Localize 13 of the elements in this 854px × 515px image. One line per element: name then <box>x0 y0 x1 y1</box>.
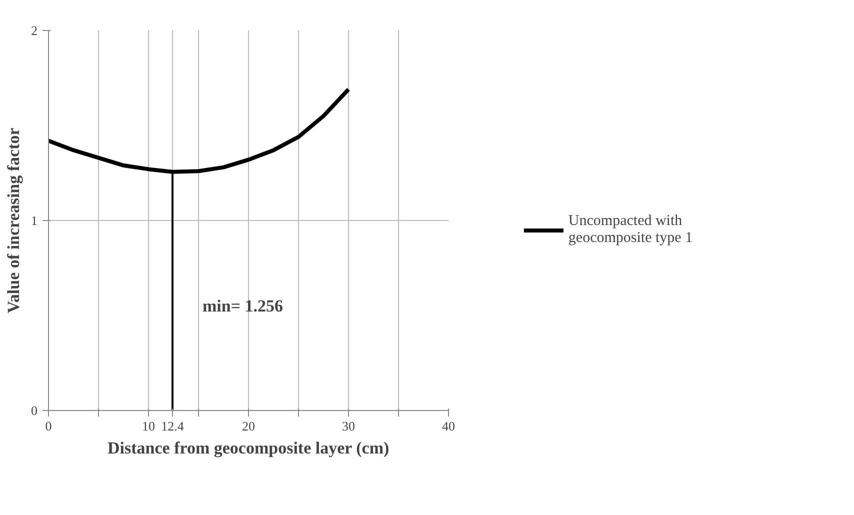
y-tick-label: 0 <box>31 403 38 418</box>
y-tick-label: 2 <box>31 23 38 38</box>
x-tick-label: 0 <box>45 418 52 434</box>
annotation: min= 1.256 <box>202 296 284 316</box>
x-axis-title: Distance from geocomposite layer (cm) <box>108 438 390 458</box>
legend-label: Uncompacted with geocomposite type 1 <box>568 213 693 247</box>
x-tick-label: 10 <box>142 418 155 434</box>
x-tick-label: 30 <box>342 418 355 434</box>
x-tick-label: 20 <box>242 418 255 434</box>
x-tick-label: 12.4 <box>161 418 184 434</box>
x-tick-label: 40 <box>442 418 455 434</box>
y-tick-label: 1 <box>31 213 38 228</box>
y-axis-title: Value of increasing factor <box>4 127 23 314</box>
